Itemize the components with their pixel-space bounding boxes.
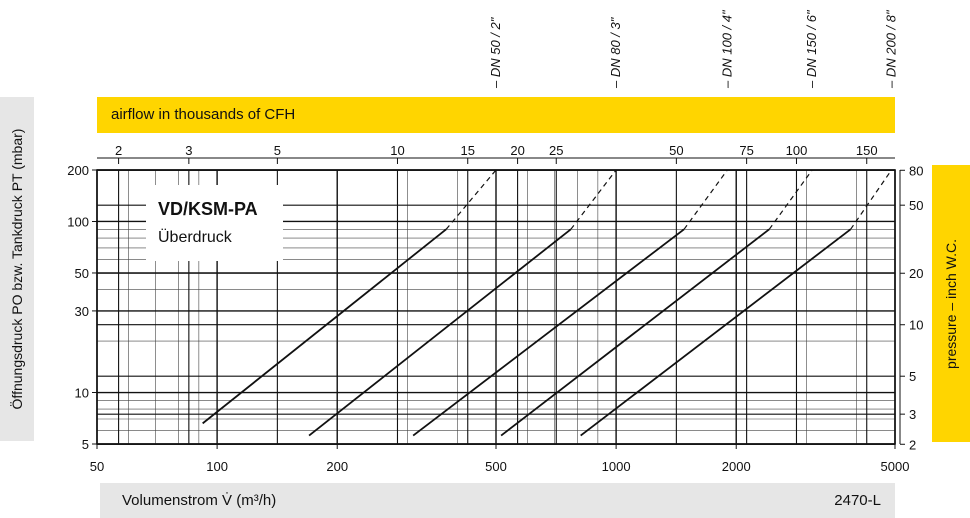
right-tick-label: 2	[909, 437, 916, 452]
top-tick-label: 3	[185, 143, 192, 158]
series-label-group: – DN 100 / 4"	[719, 9, 734, 89]
y-tick-label: 10	[75, 386, 89, 401]
top-tick-label: 100	[786, 143, 808, 158]
series-line-dashed	[768, 169, 813, 230]
series-label-group: – DN 150 / 6"	[804, 9, 819, 89]
chart-code: 2470-L	[834, 492, 881, 509]
x-tick-label: 2000	[722, 459, 751, 474]
y-tick-label: 30	[75, 304, 89, 319]
x-tick-label: 1000	[602, 459, 631, 474]
y-tick-label: 100	[67, 214, 89, 229]
series-line-dashed	[850, 169, 892, 230]
top-tick-label: 5	[274, 143, 281, 158]
right-tick-label: 80	[909, 163, 923, 178]
series-line-solid	[500, 228, 770, 437]
right-tick-label: 10	[909, 318, 923, 333]
series-label: – DN 200 / 8"	[883, 9, 898, 89]
y-tick-label: 200	[67, 163, 89, 178]
series-line-dashed	[570, 169, 617, 230]
top-axis-band: airflow in thousands of CFH	[97, 97, 895, 133]
top-tick-label: 15	[461, 143, 475, 158]
top-tick-label: 75	[739, 143, 753, 158]
top-tick-label: 25	[549, 143, 563, 158]
series-line-solid	[580, 228, 852, 437]
series-label: – DN 100 / 4"	[719, 9, 734, 89]
left-axis-band: Öffnungsdruck PO bzw. Tankdruck PT (mbar…	[0, 97, 34, 441]
legend-title: VD/KSM-PA	[158, 199, 258, 219]
x-tick-label: 200	[326, 459, 348, 474]
series-line-solid	[202, 228, 447, 425]
x-tick-label: 50	[90, 459, 104, 474]
series-line-solid	[412, 228, 685, 437]
right-tick-label: 3	[909, 407, 916, 422]
x-tick-label: 100	[206, 459, 228, 474]
series-label: – DN 50 / 2"	[488, 16, 503, 89]
series-label: – DN 150 / 6"	[804, 9, 819, 89]
top-tick-label: 2	[115, 143, 122, 158]
right-tick-label: 50	[909, 198, 923, 213]
series-label: – DN 80 / 3"	[608, 16, 623, 89]
top-tick-label: 150	[856, 143, 878, 158]
top-axis-label: airflow in thousands of CFH	[111, 106, 296, 123]
legend-subtitle: Überdruck	[158, 229, 232, 246]
x-tick-label: 5000	[881, 459, 910, 474]
bottom-axis-band: Volumenstrom V̇ (m³/h) 2470-L	[100, 483, 895, 518]
x-tick-label: 500	[485, 459, 507, 474]
y-tick-label: 50	[75, 266, 89, 281]
right-tick-label: 20	[909, 266, 923, 281]
legend-box: VD/KSM-PA Überdruck	[146, 185, 283, 261]
series-line-dashed	[683, 169, 728, 230]
series-line-solid	[308, 228, 572, 437]
y-tick-label: 5	[82, 437, 89, 452]
top-tick-label: 10	[390, 143, 404, 158]
series-label-group: – DN 50 / 2"	[488, 16, 503, 89]
right-axis-band: pressure – inch W.C.	[932, 165, 970, 442]
right-tick-label: 5	[909, 369, 916, 384]
bottom-axis-label: Volumenstrom V̇ (m³/h)	[122, 492, 277, 509]
series-line-dashed	[445, 169, 497, 230]
series-label-group: – DN 200 / 8"	[883, 9, 898, 89]
series-label-group: – DN 80 / 3"	[608, 16, 623, 89]
top-tick-label: 20	[510, 143, 524, 158]
top-tick-label: 50	[669, 143, 683, 158]
